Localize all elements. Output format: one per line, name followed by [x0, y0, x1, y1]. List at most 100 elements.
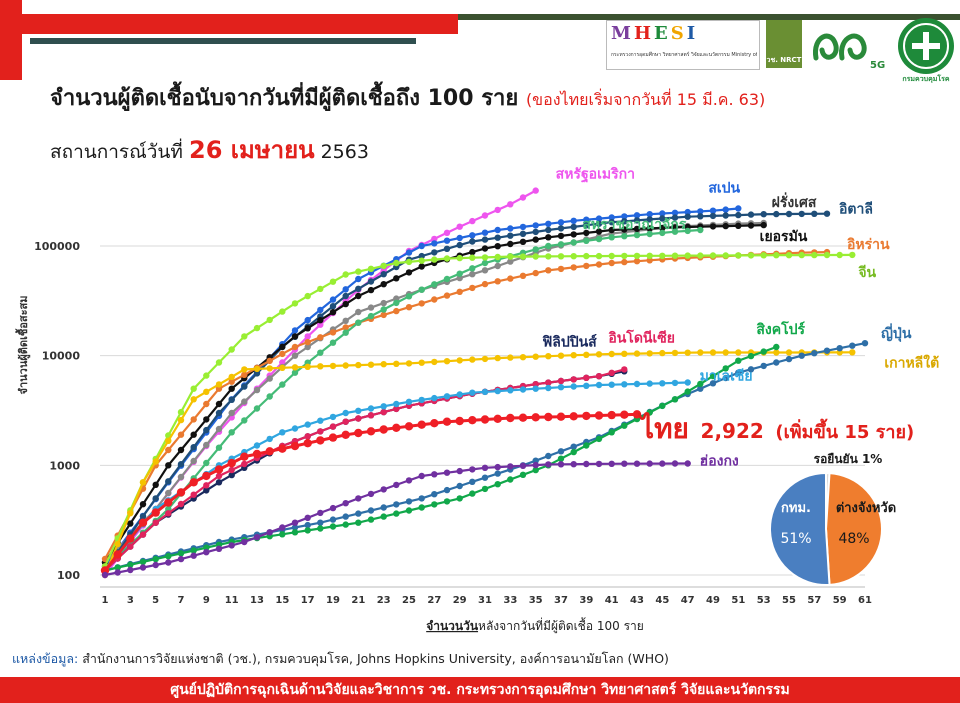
- data-point: [823, 251, 831, 259]
- data-point: [291, 524, 299, 531]
- series-อินโดนีเซีย: [101, 366, 628, 574]
- data-point: [532, 236, 539, 243]
- mhesi-letter: E: [653, 23, 671, 44]
- data-point: [456, 270, 463, 277]
- data-point: [443, 469, 451, 476]
- data-point: [481, 267, 489, 274]
- data-point: [532, 457, 539, 464]
- data-point: [684, 213, 691, 220]
- mhesi-letter: H: [633, 23, 654, 44]
- data-point: [569, 412, 578, 421]
- data-point: [608, 234, 615, 241]
- data-point: [380, 486, 387, 493]
- data-point: [367, 278, 375, 285]
- data-point: [177, 473, 185, 481]
- pie-label-bkk: กทม.: [781, 501, 811, 516]
- data-point: [341, 430, 350, 439]
- data-point: [431, 358, 438, 366]
- data-point: [203, 459, 210, 467]
- data-point: [190, 491, 197, 498]
- data-point: [760, 252, 767, 259]
- data-point: [697, 252, 704, 259]
- data-point: [735, 349, 742, 356]
- ddc-logo-text: กรมควบคุมโรค: [902, 75, 950, 83]
- series-label: เกาหลีใต้: [884, 353, 939, 371]
- data-point: [545, 267, 552, 274]
- data-point: [671, 460, 679, 467]
- data-point: [253, 370, 261, 377]
- data-point: [380, 408, 387, 416]
- data-point: [405, 269, 413, 276]
- data-point: [380, 271, 387, 278]
- data-point: [836, 345, 843, 352]
- data-point: [583, 382, 590, 389]
- data-point: [393, 299, 400, 307]
- data-point: [519, 462, 527, 469]
- data-point: [481, 229, 489, 236]
- data-point: [494, 234, 501, 241]
- series-label: ฮ่องกง: [700, 453, 739, 469]
- data-point: [367, 405, 375, 412]
- data-point: [228, 378, 235, 385]
- data-point: [190, 552, 197, 559]
- x-tick-label: 59: [833, 595, 847, 606]
- data-point: [279, 350, 286, 358]
- header-red-bar: [0, 14, 458, 34]
- data-point: [646, 257, 653, 264]
- data-point: [393, 501, 400, 508]
- data-point: [127, 561, 134, 568]
- data-point: [607, 410, 616, 420]
- pie-slice: [824, 472, 883, 586]
- mhesi-subtitle: กระทรวงการอุดมศึกษา วิทยาศาสตร์ วิจัยและ…: [611, 52, 757, 58]
- data-point: [291, 352, 299, 359]
- data-point: [304, 527, 311, 534]
- data-point: [595, 220, 603, 227]
- data-point: [203, 441, 210, 449]
- data-point: [481, 280, 489, 288]
- data-point: [557, 241, 565, 248]
- data-point: [404, 422, 414, 431]
- data-point: [557, 384, 565, 391]
- data-point: [317, 285, 324, 293]
- data-point: [405, 258, 413, 266]
- data-point: [671, 252, 679, 259]
- series-label: จีน: [858, 265, 877, 281]
- data-point: [608, 381, 615, 388]
- data-point: [811, 350, 818, 357]
- thailand-callout: ไทย 2,922 (เพิ่มขึ้น 15 ราย): [637, 412, 914, 445]
- data-point: [215, 400, 223, 408]
- data-point: [279, 343, 286, 350]
- header-gray-bar: [30, 38, 416, 44]
- data-point: [342, 500, 349, 507]
- data-point: [570, 448, 577, 456]
- data-point: [380, 504, 387, 511]
- data-point: [646, 380, 653, 387]
- data-point: [646, 216, 653, 223]
- x-tick-label: 55: [782, 595, 796, 606]
- data-point: [507, 258, 514, 265]
- data-point: [355, 415, 362, 422]
- data-point: [557, 455, 565, 462]
- data-point: [291, 327, 299, 334]
- data-point: [481, 388, 489, 396]
- situation-date: สถานการณ์วันที่ 26 เมษายน 2563: [50, 130, 369, 169]
- footer-banner: ศูนย์ปฏิบัติการฉุกเฉินด้านวิจัยและวิชากา…: [0, 677, 960, 703]
- data-point: [176, 488, 186, 497]
- data-point: [329, 413, 337, 421]
- series-label: อิตาลี: [838, 202, 873, 218]
- data-point: [621, 422, 628, 429]
- data-point: [203, 388, 210, 395]
- data-point: [659, 215, 666, 222]
- data-point: [139, 558, 147, 566]
- data-point: [811, 251, 818, 259]
- data-point: [417, 420, 426, 429]
- data-point: [760, 211, 767, 218]
- data-point: [659, 224, 666, 232]
- data-point: [646, 409, 653, 416]
- data-point: [367, 265, 375, 272]
- data-point: [241, 383, 248, 390]
- data-point: [152, 561, 159, 569]
- data-point: [380, 306, 387, 313]
- data-point: [342, 513, 349, 520]
- data-point: [519, 471, 527, 478]
